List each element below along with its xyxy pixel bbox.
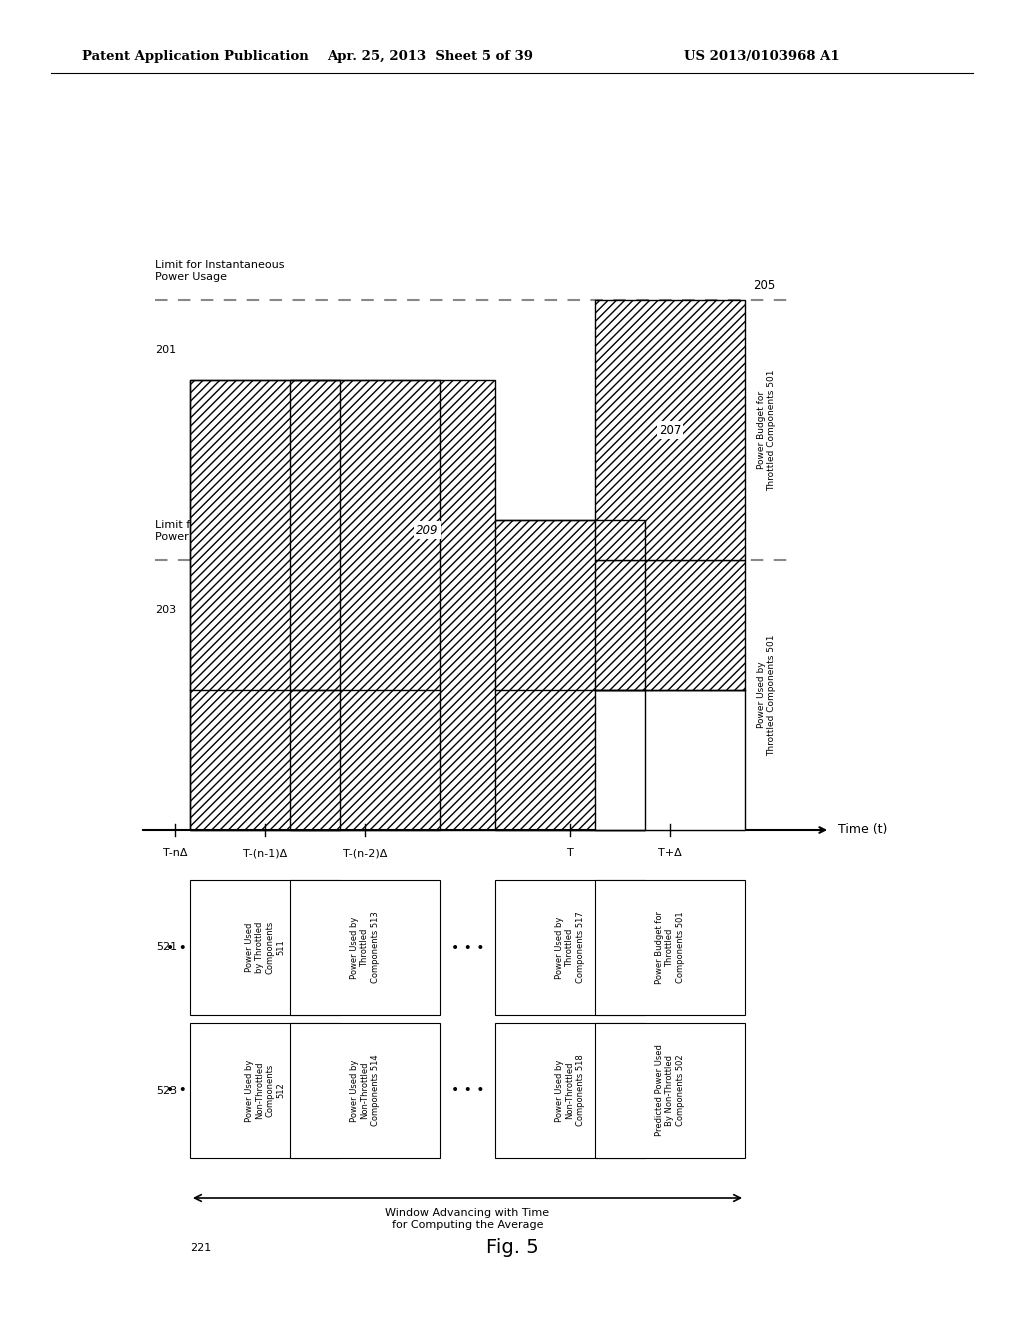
Text: 221: 221 <box>190 1243 211 1253</box>
Text: Fig. 5: Fig. 5 <box>485 1238 539 1257</box>
Bar <box>595 300 745 560</box>
Text: • • •: • • • <box>451 1084 484 1097</box>
Bar <box>495 1023 645 1158</box>
Text: • • •: • • • <box>166 1084 200 1097</box>
Text: Power Used by
Throttled
Components 513: Power Used by Throttled Components 513 <box>350 912 380 983</box>
Text: Power Used by
Throttled Components 517: Power Used by Throttled Components 517 <box>655 614 675 735</box>
Text: Patent Application Publication: Patent Application Publication <box>82 50 308 63</box>
Bar <box>595 690 745 830</box>
Text: 207: 207 <box>658 424 681 437</box>
Text: Predicted Power Used
By Non-Throttled
Components 502: Predicted Power Used By Non-Throttled Co… <box>655 1044 685 1137</box>
Bar <box>595 1023 745 1158</box>
Text: Power Used by
Non-Throttled
Components 518: Power Used by Non-Throttled Components 5… <box>555 1055 585 1126</box>
Bar <box>190 880 340 1015</box>
Text: • • •: • • • <box>451 940 484 954</box>
Bar <box>495 880 645 1015</box>
Text: Limit for Average
Power Usage: Limit for Average Power Usage <box>155 520 251 543</box>
Text: • • •: • • • <box>166 940 200 954</box>
Text: Power Budget for
Throttled Components 501: Power Budget for Throttled Components 50… <box>757 370 776 491</box>
Text: T-(n-2)Δ: T-(n-2)Δ <box>343 847 387 858</box>
Text: 203: 203 <box>155 605 176 615</box>
Text: 523: 523 <box>157 1085 177 1096</box>
Bar <box>495 520 645 830</box>
Text: 205: 205 <box>753 279 775 292</box>
Text: T-(n-1)Δ: T-(n-1)Δ <box>243 847 287 858</box>
Text: Limit for Instantaneous
Power Usage: Limit for Instantaneous Power Usage <box>155 260 285 282</box>
Bar <box>290 380 440 830</box>
Text: Power Used by
Non-Throttled
Components 514: Power Used by Non-Throttled Components 5… <box>350 1055 380 1126</box>
Text: Apr. 25, 2013  Sheet 5 of 39: Apr. 25, 2013 Sheet 5 of 39 <box>327 50 534 63</box>
Text: Power Used by
Throttled
Components 517: Power Used by Throttled Components 517 <box>555 912 585 983</box>
Text: Power Used
by Throttled
Components
511: Power Used by Throttled Components 511 <box>245 921 285 974</box>
Text: 209: 209 <box>416 524 438 536</box>
Text: Time (t): Time (t) <box>838 824 888 837</box>
Bar <box>190 1023 340 1158</box>
Text: T-nΔ: T-nΔ <box>163 847 187 858</box>
Text: Power Used by
Non-Throttled
Components
512: Power Used by Non-Throttled Components 5… <box>245 1060 285 1122</box>
Text: Power Used by
Throttled Components 501: Power Used by Throttled Components 501 <box>757 634 776 756</box>
Text: T: T <box>566 847 573 858</box>
Polygon shape <box>190 380 645 830</box>
Bar <box>595 560 745 690</box>
Bar <box>290 1023 440 1158</box>
Text: US 2013/0103968 A1: US 2013/0103968 A1 <box>684 50 840 63</box>
Text: T+Δ: T+Δ <box>658 847 682 858</box>
Bar <box>595 880 745 1015</box>
Bar <box>290 880 440 1015</box>
Text: 201: 201 <box>155 345 176 355</box>
Text: Window Advancing with Time
for Computing the Average: Window Advancing with Time for Computing… <box>385 1208 550 1230</box>
Bar <box>190 380 340 830</box>
Text: Power Budget for
Throttled
Components 501: Power Budget for Throttled Components 50… <box>655 911 685 983</box>
Text: 521: 521 <box>157 942 177 953</box>
